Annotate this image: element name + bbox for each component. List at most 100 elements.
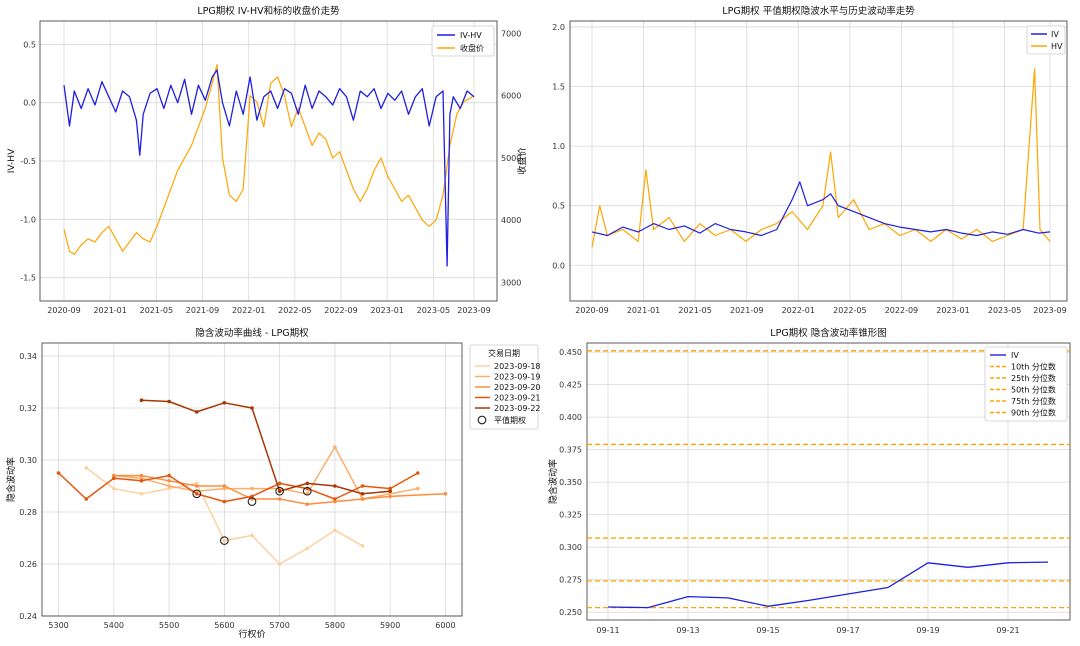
data-point <box>277 489 282 494</box>
x-tick-label: 2021-01 <box>93 306 126 315</box>
data-point <box>139 492 144 496</box>
data-point <box>250 406 254 410</box>
data-point <box>388 494 392 499</box>
data-point <box>112 486 116 491</box>
x-tick-label: 09-11 <box>596 626 619 635</box>
legend-label: 25th 分位数 <box>1011 373 1056 383</box>
legend-label: 90th 分位数 <box>1011 408 1056 418</box>
y-tick-label: 0.28 <box>19 508 37 517</box>
x-tick-label: 2023-09 <box>1033 306 1066 315</box>
y-tick-label: 0.300 <box>559 543 582 552</box>
data-point <box>84 466 89 470</box>
x-tick-label: 2023-05 <box>988 306 1021 315</box>
series-line-hv <box>591 68 1051 248</box>
series-line-price <box>63 63 475 255</box>
data-point <box>222 538 227 543</box>
x-tick-label: 2021-09 <box>730 306 763 315</box>
x-tick-label: 2021-05 <box>678 306 711 315</box>
x-tick-label: 09-13 <box>676 626 699 635</box>
atm-marker <box>302 486 312 496</box>
series-line-2023-09-22 <box>141 399 391 495</box>
data-point <box>194 484 199 488</box>
data-point <box>333 445 337 449</box>
data-point <box>167 479 171 483</box>
data-point <box>277 497 282 501</box>
y-axis-label-right: 收盘价 <box>516 147 528 174</box>
x-tick-label: 5500 <box>159 621 179 630</box>
x-tick-label: 2020-09 <box>575 306 608 315</box>
data-point <box>167 486 171 491</box>
x-tick-label: 2022-05 <box>278 306 311 315</box>
data-point <box>84 497 89 501</box>
x-tick-label: 2022-09 <box>324 306 357 315</box>
y-tick-label: 1.0 <box>552 142 565 151</box>
series-line-2023-09-20 <box>113 474 446 505</box>
chart-title: LPG期权 隐含波动率锥形图 <box>770 327 886 339</box>
data-point <box>222 486 227 491</box>
atm-marker <box>247 497 257 506</box>
y-tick-label-left: -1.5 <box>20 274 36 283</box>
y-tick-label: 0.26 <box>19 560 37 569</box>
x-tick-label: 2023-05 <box>417 306 450 315</box>
data-point <box>415 471 420 475</box>
legend-box <box>1026 25 1066 55</box>
data-point <box>388 489 392 494</box>
legend-box <box>984 346 1068 422</box>
data-point <box>112 476 116 481</box>
x-tick-label: 2022-01 <box>232 306 265 315</box>
data-point <box>305 546 310 551</box>
atm-marker <box>220 536 229 545</box>
y-tick-label-left: -1.0 <box>20 215 36 224</box>
y-tick-label: 0.30 <box>19 456 37 465</box>
y-tick-label: 0.350 <box>559 478 582 487</box>
data-point <box>360 544 365 548</box>
atm-marker <box>192 489 202 499</box>
data-point <box>250 533 254 538</box>
legend-label: IV <box>1051 30 1059 39</box>
y-tick-label-right: 6000 <box>501 92 521 101</box>
legend-label: 50th 分位数 <box>1011 385 1056 395</box>
legend-label: 平值期权 <box>494 415 526 425</box>
y-tick-label-left: 0.5 <box>23 40 36 49</box>
plot-frame <box>41 342 463 617</box>
data-point <box>415 486 420 491</box>
legend-label: IV-HV <box>460 31 482 40</box>
y-tick-label-right: 5000 <box>501 154 521 163</box>
y-tick-label: 0.5 <box>552 202 565 211</box>
x-tick-label: 5400 <box>104 621 124 630</box>
y-tick-label: 0.400 <box>559 413 582 422</box>
data-point <box>305 481 310 486</box>
x-tick-label: 5300 <box>48 621 68 630</box>
y-tick-label-right: 7000 <box>501 29 521 38</box>
series-line-2023-09-21 <box>58 472 419 503</box>
x-tick-label: 5700 <box>269 621 289 630</box>
legend-title: 交易日期 <box>488 348 520 358</box>
data-point <box>222 401 227 405</box>
y-tick-label: 0.32 <box>19 404 37 413</box>
series-line-iv-hv <box>63 69 475 267</box>
y-tick-label: 0.275 <box>559 576 582 585</box>
x-tick-label: 09-17 <box>836 626 859 635</box>
data-point <box>333 497 337 501</box>
x-tick-label: 2023-01 <box>370 306 403 315</box>
data-point <box>139 473 144 478</box>
x-axis-label: 行权价 <box>238 628 265 640</box>
series-line-iv <box>591 181 1051 237</box>
data-point <box>388 486 392 491</box>
x-tick-label: 2021-05 <box>140 306 173 315</box>
x-tick-label: 2022-01 <box>782 306 815 315</box>
data-point <box>360 492 365 496</box>
x-tick-label: 09-19 <box>916 626 939 635</box>
data-point <box>250 486 254 491</box>
legend-label: 2023-09-19 <box>494 373 541 382</box>
y-tick-label: 0.425 <box>559 381 582 390</box>
plot-frame <box>586 342 1071 621</box>
legend-label: 10th 分位数 <box>1011 362 1056 372</box>
data-point <box>139 479 144 483</box>
data-point <box>277 481 282 486</box>
x-tick-label: 09-15 <box>756 626 779 635</box>
y-axis-label: 隐含波动率 <box>547 459 559 504</box>
y-tick-label: 0.0 <box>552 261 565 270</box>
series-line-2023-09-19 <box>113 446 418 500</box>
